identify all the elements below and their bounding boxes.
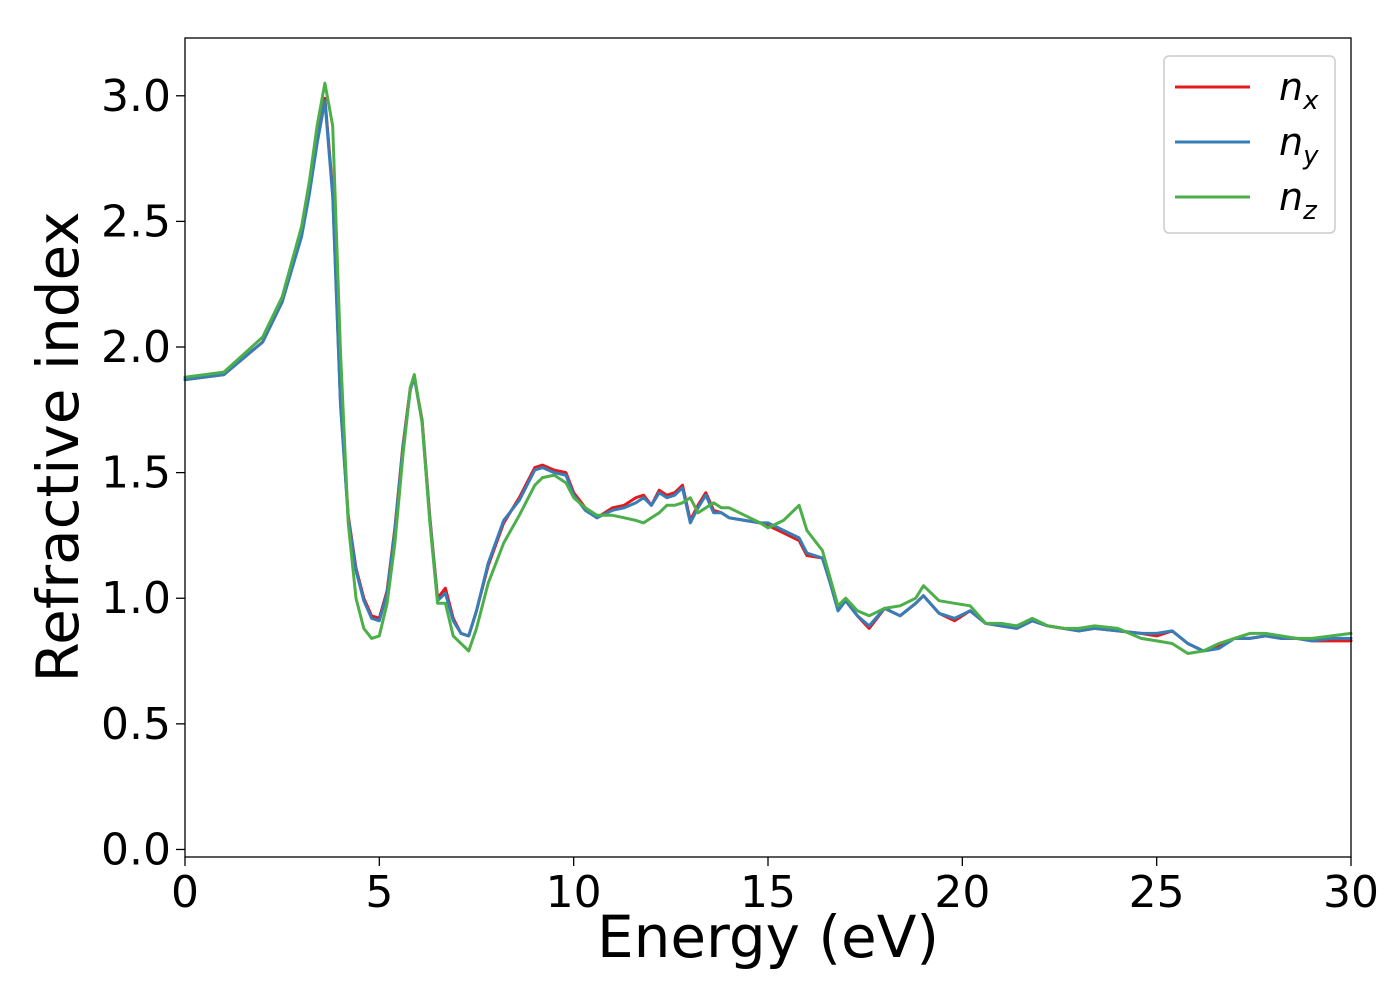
y-axis-title: Refractive index	[24, 211, 92, 682]
x-tick-label: 0	[171, 867, 199, 918]
legend-subscript-z: z	[1302, 196, 1318, 226]
x-axis-title: Energy (eV)	[597, 903, 939, 971]
y-axis-ticks: 0.0 0.5 1.0 1.5 2.0 2.5 3.0	[101, 71, 185, 875]
x-tick-label: 20	[934, 867, 990, 918]
x-tick-label: 15	[740, 867, 796, 918]
x-axis-ticks: 0 5 10 15 20 25 30	[171, 857, 1379, 918]
y-tick-label: 1.0	[101, 573, 171, 624]
legend-subscript-x: x	[1302, 86, 1319, 116]
x-tick-label: 30	[1323, 867, 1379, 918]
series-layer	[183, 81, 1353, 655]
y-tick-label: 2.5	[101, 196, 171, 247]
y-tick-label: 2.0	[101, 322, 171, 373]
legend-subscript-y: y	[1302, 141, 1319, 171]
y-tick-label: 1.5	[101, 448, 171, 499]
x-tick-label: 10	[546, 867, 602, 918]
y-tick-label: 0.5	[101, 699, 171, 750]
x-tick-label: 5	[365, 867, 393, 918]
y-tick-label: 3.0	[101, 71, 171, 122]
x-tick-label: 25	[1129, 867, 1185, 918]
series-line-nz	[183, 81, 1353, 655]
series-line-ny	[183, 99, 1353, 653]
y-tick-label: 0.0	[101, 824, 171, 875]
legend-frame	[1163, 55, 1336, 234]
